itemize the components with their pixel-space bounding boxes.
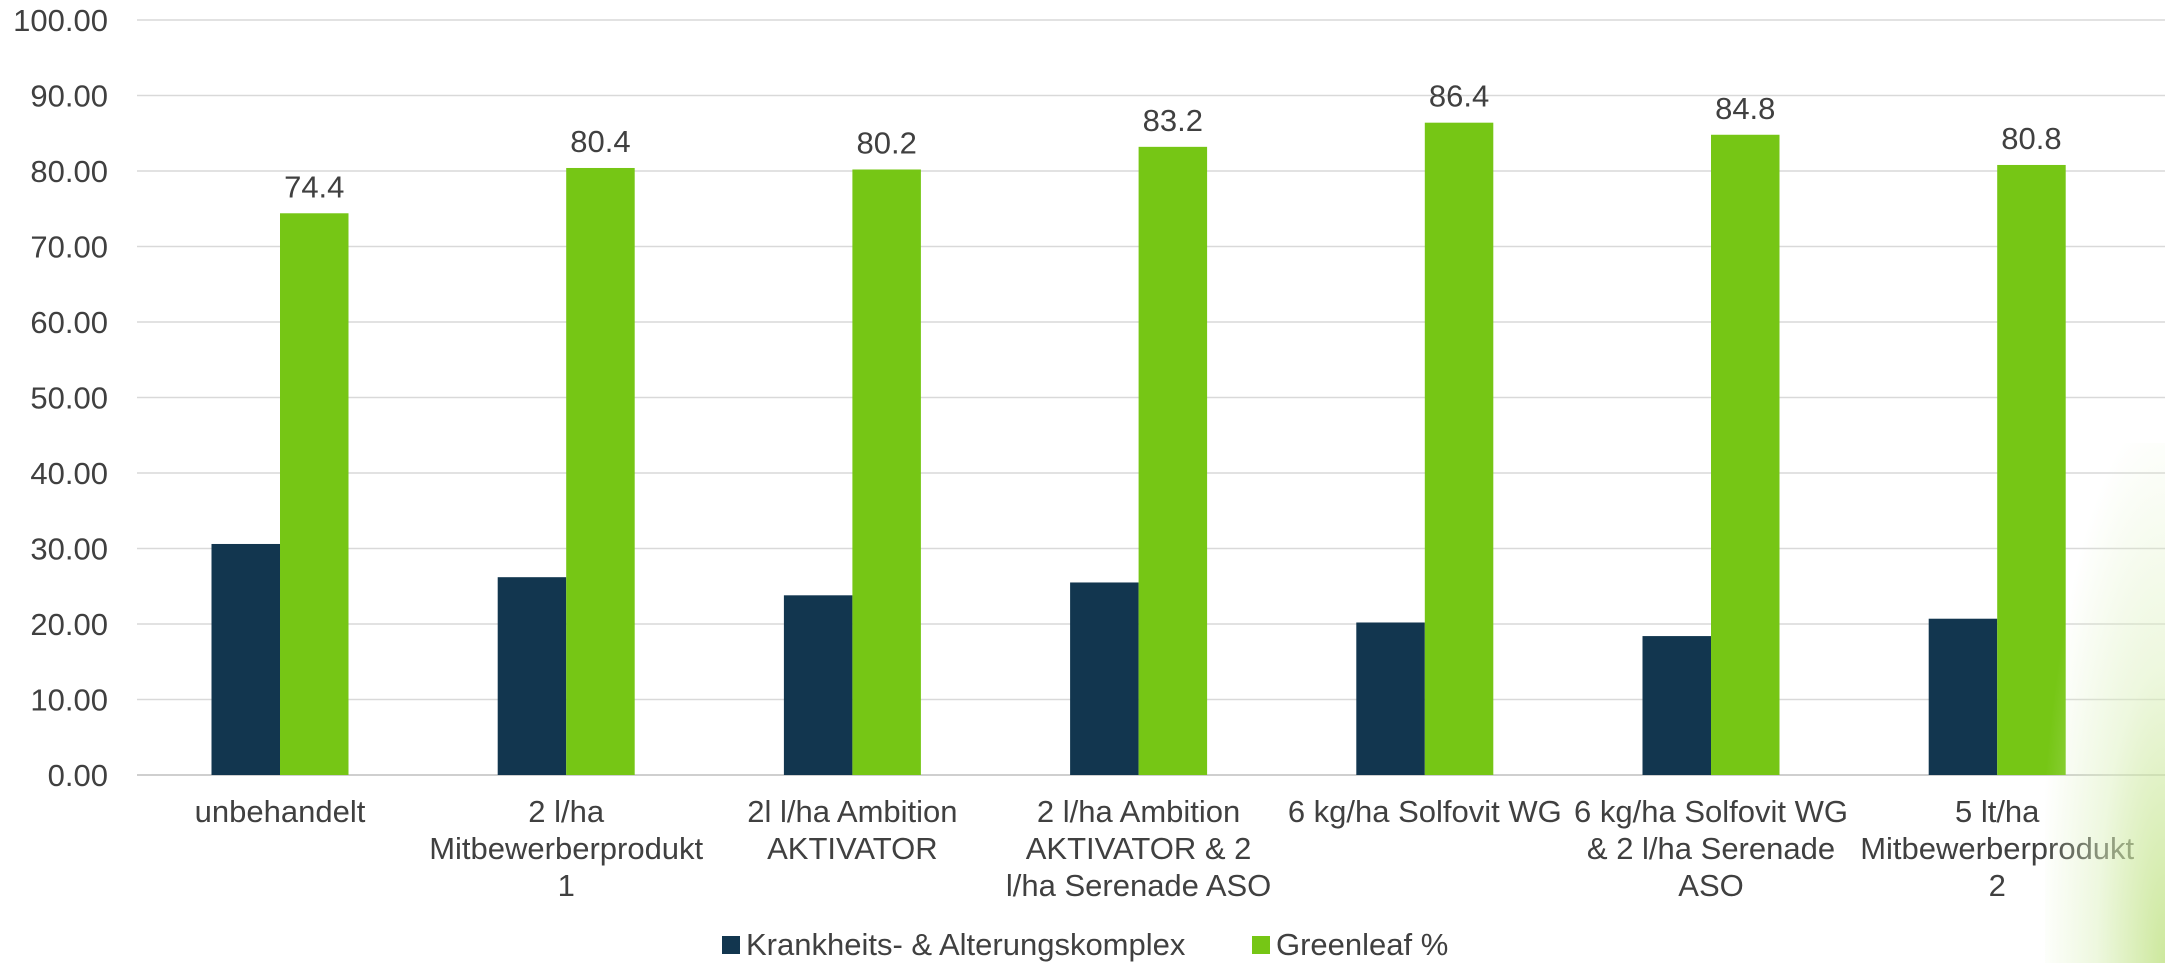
data-label: 80.8 — [2001, 121, 2061, 156]
legend-swatch-greenleaf — [1252, 936, 1270, 954]
category-label: unbehandelt — [195, 794, 366, 829]
bar-krankheits-alterungskomplex — [211, 543, 280, 775]
bar-krankheits-alterungskomplex — [1070, 582, 1139, 775]
data-label: 80.4 — [570, 124, 630, 159]
category-label: AKTIVATOR & 2 — [1026, 831, 1252, 866]
category-label: 2 l/ha — [528, 794, 605, 829]
legend-label: Krankheits- & Alterungskomplex — [746, 927, 1186, 962]
data-label: 84.8 — [1715, 91, 1775, 126]
bar-greenleaf — [852, 169, 921, 776]
legend: Krankheits- & Alterungskomplex Greenleaf … — [722, 927, 1448, 962]
bar-greenleaf — [1711, 134, 1780, 775]
y-tick-label: 80.00 — [30, 154, 108, 189]
bar-greenleaf — [566, 167, 635, 776]
category-label: & 2 l/ha Serenade — [1587, 831, 1835, 866]
data-label: 80.2 — [856, 125, 916, 160]
y-tick-label: 20.00 — [30, 607, 108, 642]
category-label: 6 kg/ha Solfovit WG — [1288, 794, 1562, 829]
category-label: Mitbewerberprodukt — [429, 831, 703, 866]
bar-krankheits-alterungskomplex — [1642, 636, 1711, 775]
data-label: 86.4 — [1429, 79, 1489, 114]
y-tick-label: 50.00 — [30, 381, 108, 416]
category-label: 1 — [558, 868, 575, 903]
legend-swatch-krankheits — [722, 936, 740, 954]
y-tick-label: 40.00 — [30, 456, 108, 491]
data-label: 74.4 — [284, 169, 344, 204]
bar-krankheits-alterungskomplex — [1356, 622, 1425, 775]
category-label: 2l l/ha Ambition — [747, 794, 957, 829]
y-tick-label: 60.00 — [30, 305, 108, 340]
bar-greenleaf — [1138, 146, 1208, 776]
legend-label: Greenleaf % — [1276, 927, 1448, 962]
category-label: ASO — [1678, 868, 1743, 903]
category-label: 5 lt/ha — [1955, 794, 2040, 829]
y-tick-label: 30.00 — [30, 532, 108, 567]
data-label: 83.2 — [1143, 103, 1203, 138]
y-axis-tick-labels: 0.00 10.00 20.00 30.00 40.00 50.00 60.00 70.00 8… — [13, 3, 108, 793]
bars — [211, 122, 2066, 776]
y-tick-label: 100.00 — [13, 3, 108, 38]
data-labels: 74.4 80.4 80.2 83.2 86.4 84.8 80.8 — [284, 79, 2062, 205]
category-label: l/ha Serenade ASO — [1006, 868, 1271, 903]
category-label: 2 — [1989, 868, 2006, 903]
y-tick-label: 10.00 — [30, 683, 108, 718]
bar-krankheits-alterungskomplex — [783, 595, 853, 775]
category-label: 2 l/ha Ambition — [1037, 794, 1240, 829]
y-tick-label: 70.00 — [30, 230, 108, 265]
bar-krankheits-alterungskomplex — [1928, 618, 1998, 775]
category-label: AKTIVATOR — [767, 831, 938, 866]
decorative-corner-gradient — [2045, 443, 2165, 963]
y-tick-label: 0.00 — [48, 758, 108, 793]
category-label: 6 kg/ha Solfovit WG — [1574, 794, 1848, 829]
bar-krankheits-alterungskomplex — [497, 577, 567, 775]
y-tick-label: 90.00 — [30, 79, 108, 114]
bar-greenleaf — [1424, 122, 1494, 776]
bar-greenleaf — [280, 213, 349, 775]
